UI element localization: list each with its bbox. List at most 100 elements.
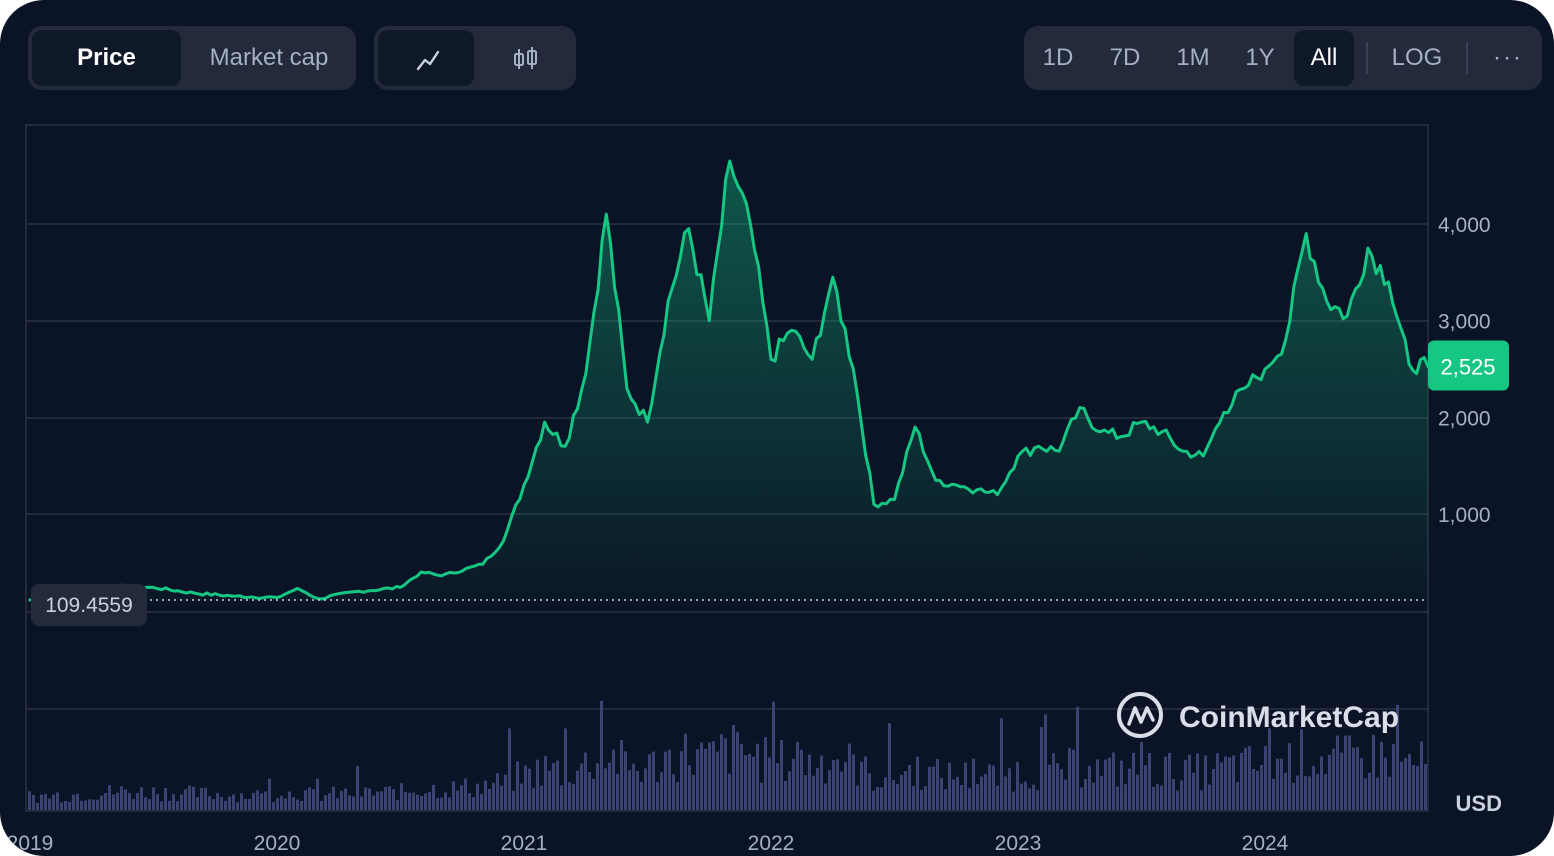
x-tick-label: 2021 (501, 832, 548, 855)
volume-bar (1052, 753, 1055, 810)
volume-bar (588, 771, 591, 810)
volume-bar (596, 763, 599, 810)
volume-bar (852, 754, 855, 810)
volume-bar (952, 779, 955, 810)
range-1m-button[interactable]: 1M (1176, 44, 1210, 71)
volume-bar (664, 751, 667, 810)
log-scale-button[interactable]: LOG (1391, 44, 1443, 71)
volume-bar (504, 774, 507, 810)
volume-bar (1248, 746, 1251, 810)
range-1y-button[interactable]: 1Y (1245, 44, 1275, 71)
volume-bar (1104, 759, 1107, 810)
volume-bar (912, 786, 915, 810)
more-options-button[interactable]: ··· (1493, 44, 1523, 71)
volume-bar (1268, 728, 1271, 810)
volume-bar (296, 799, 299, 810)
range-1d-button[interactable]: 1D (1042, 44, 1074, 71)
volume-bar (928, 766, 931, 810)
volume-bar (816, 767, 819, 810)
volume-bar (840, 771, 843, 810)
volume-bar (1100, 775, 1103, 810)
volume-bar (308, 787, 311, 810)
x-tick-label: 2024 (1242, 832, 1289, 855)
range-all-button[interactable]: All (1294, 30, 1354, 86)
volume-bar (1368, 772, 1371, 810)
volume-bar (876, 786, 879, 810)
volume-bar (276, 798, 279, 810)
volume-bar (288, 791, 291, 810)
volume-bar (776, 763, 779, 810)
volume-bar (784, 780, 787, 810)
volume-bar (1056, 763, 1059, 810)
volume-bar (368, 788, 371, 810)
volume-bar (884, 777, 887, 810)
volume-bar (788, 771, 791, 810)
volume-bar (672, 774, 675, 810)
volume-bar (412, 792, 415, 810)
volume-bar (1328, 754, 1331, 810)
volume-bar (324, 795, 327, 810)
volume-bar (728, 773, 731, 810)
volume-bar (424, 793, 427, 810)
volume-bar (808, 754, 811, 810)
volume-bar (908, 764, 911, 810)
volume-bar (348, 795, 351, 810)
volume-bar (1240, 752, 1243, 810)
volume-bar (388, 786, 391, 810)
volume-bar (864, 756, 867, 810)
volume-bar (1376, 777, 1379, 810)
more-divider (1466, 42, 1468, 74)
currency-label: USD (1456, 791, 1502, 816)
volume-bar (1340, 752, 1343, 810)
volume-bar (128, 792, 131, 810)
volume-bar (732, 724, 735, 810)
volume-bar (40, 794, 43, 810)
volume-bar (196, 797, 199, 810)
volume-bar (124, 789, 127, 810)
volume-bar (524, 765, 527, 810)
volume-bar (460, 785, 463, 810)
volume-bar (376, 791, 379, 810)
volume-bar (756, 743, 759, 810)
volume-bar (680, 751, 683, 810)
volume-bar (676, 782, 679, 810)
volume-bar (516, 761, 519, 810)
volume-bar (328, 793, 331, 810)
volume-bar (1184, 759, 1187, 810)
volume-bar (688, 765, 691, 810)
range-7d-button[interactable]: 7D (1109, 44, 1141, 71)
candlestick-button[interactable] (478, 30, 572, 86)
volume-bar (112, 794, 115, 810)
volume-bar (84, 800, 87, 810)
volume-bar (860, 761, 863, 810)
volume-bar (440, 797, 443, 810)
volume-bar (1076, 706, 1079, 810)
volume-bar (880, 787, 883, 810)
tab-price[interactable]: Price (32, 30, 181, 86)
volume-bar (472, 797, 475, 810)
volume-bar (268, 778, 271, 810)
volume-bar (1196, 753, 1199, 810)
volume-bar (220, 797, 223, 810)
volume-bar (1228, 757, 1231, 810)
volume-bar (1336, 735, 1339, 810)
volume-bar (436, 798, 439, 810)
volume-bar (212, 799, 215, 810)
volume-bar (900, 774, 903, 810)
volume-bar (1176, 790, 1179, 810)
volume-bar (100, 795, 103, 810)
volume-bar (1108, 757, 1111, 810)
price-line (28, 159, 1430, 603)
volume-bar (484, 780, 487, 810)
volume-bar (1048, 764, 1051, 810)
volume-bar (108, 785, 111, 810)
tab-market-cap[interactable]: Market cap (209, 44, 329, 71)
candlestick-icon (514, 47, 537, 69)
volume-bar (868, 773, 871, 810)
current-price-badge: 2,525 (1428, 340, 1509, 391)
volume-bar (692, 774, 695, 810)
volume-bar (428, 791, 431, 810)
line-chart-button[interactable] (378, 30, 474, 86)
volume-bar (844, 761, 847, 810)
volume-bar (1352, 747, 1355, 810)
